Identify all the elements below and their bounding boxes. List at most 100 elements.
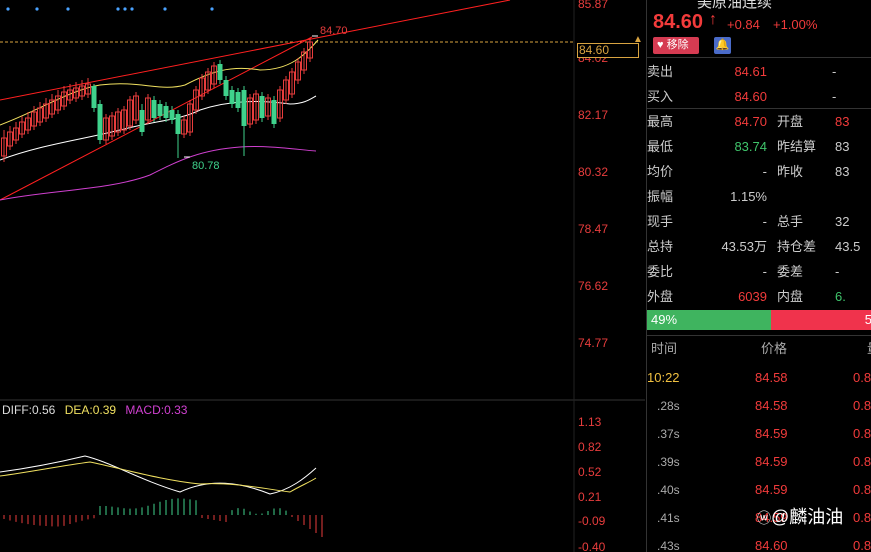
tick-time: .40s (657, 483, 680, 497)
ask-row: 卖出 84.61 - (647, 59, 871, 84)
stat-label: 持仓差 (777, 239, 817, 254)
bid-price: 84.60 (734, 89, 767, 104)
tick-row: .43s 84.60 0.8 (647, 532, 871, 552)
candle-body (163, 106, 169, 118)
up-arrow-icon: ↑ (709, 11, 717, 28)
stats-row: 外盘 6039 内盘 6. (647, 284, 871, 309)
stat-value: 6. (835, 289, 846, 304)
candle-body (7, 131, 13, 147)
instrument-title: 美原油连续 (697, 0, 773, 11)
ticks-header-time: 时间 (651, 341, 678, 356)
candle-body (85, 83, 91, 95)
candle-body (43, 103, 49, 119)
candle-body (295, 61, 301, 81)
lower-trendline (0, 36, 313, 201)
ticks-header: 时间 价格 量 (647, 336, 871, 362)
stat-value: 43.5 (835, 239, 861, 254)
signal-dot (163, 7, 167, 11)
candle-body (169, 110, 175, 120)
price-change-percent: +1.00% (773, 17, 818, 32)
tick-time: .41s (657, 511, 680, 525)
stat-label: 均价 (647, 164, 674, 179)
candle-body (67, 89, 73, 101)
candle-body (91, 86, 97, 108)
candle-body (139, 110, 145, 132)
stat-label: 昨结算 (777, 139, 817, 154)
low-marker-label: 80.78 (192, 160, 220, 172)
candle-body (241, 90, 247, 126)
stat-value: 83 (835, 164, 850, 179)
tick-price: 84.59 (755, 482, 788, 497)
candle-body (61, 91, 67, 107)
tick-volume: 0.8 (853, 398, 871, 413)
candle-body (289, 71, 295, 95)
tick-time: .39s (657, 455, 680, 469)
tick-row: .28s 84.58 0.8 (647, 392, 871, 420)
remove-watchlist-button[interactable]: ♥ 移除 (653, 37, 699, 54)
candle-body (235, 92, 241, 108)
stat-label: 外盘 (647, 289, 674, 304)
buy-ratio: 49% (647, 310, 771, 330)
price-marker-arrow-icon: ▲ (633, 34, 643, 45)
y-axis-label: 74.77 (578, 336, 608, 350)
kline-chart[interactable]: 85.8784.0282.1780.3278.4776.6274.771.130… (0, 0, 645, 552)
tick-row: 10:22 84.58 0.8 (647, 364, 871, 392)
stat-value: 84.70 (734, 114, 767, 129)
signal-dot (123, 7, 127, 11)
ticks-header-volume: 量 (867, 336, 871, 362)
y-axis-label: 80.32 (578, 165, 608, 179)
macd-axis-label: 0.52 (578, 465, 602, 479)
kline-chart-area[interactable]: 85.87 84.02 82.17 80.32 78.47 76.62 74.77 1.13 0… (0, 0, 645, 552)
ma-magenta-line (0, 146, 317, 201)
candle-body (181, 119, 187, 135)
tick-price: 84.60 (755, 538, 788, 552)
stat-value: 6039 (738, 289, 767, 304)
tick-time: .43s (657, 539, 680, 552)
macd-diff-label: DIFF:0.56 (2, 403, 56, 417)
stats-row: 现手 - 总手 32 (647, 209, 871, 234)
candle-body (115, 111, 121, 133)
ma-white-line (0, 95, 317, 161)
watermark-text: @麟油油 (771, 507, 844, 527)
current-price-tag: 84.60 (577, 43, 639, 58)
candle-body (211, 65, 217, 85)
candle-body (283, 79, 289, 101)
bell-icon[interactable]: 🔔 (714, 37, 731, 54)
tick-row: .41s 84.59 0.8 (647, 504, 871, 532)
tick-time: .37s (657, 427, 680, 441)
quote-panel: 美原油连续 84.60 ↑ +0.84 +1.00% ♥ 移除 🔔 卖出 84.… (646, 0, 871, 552)
stat-value: - (762, 264, 767, 279)
high-marker-label: 84.70 (320, 25, 348, 37)
bid-row: 买入 84.60 - (647, 84, 871, 109)
candle-body (247, 97, 253, 125)
tick-volume: 0.8 (853, 482, 871, 497)
stats-row: 最低 83.74 昨结算 83 (647, 134, 871, 159)
candle-body (37, 107, 43, 123)
candle-body (265, 97, 271, 117)
candle-body (13, 127, 19, 141)
stat-value: 83.74 (734, 139, 767, 154)
macd-value-label: MACD:0.33 (125, 403, 188, 417)
tick-volume: 0.8 (853, 426, 871, 441)
stat-label: 开盘 (777, 114, 804, 129)
quote-header: 美原油连续 84.60 ↑ +0.84 +1.00% ♥ 移除 🔔 (647, 0, 871, 58)
candle-body (151, 100, 157, 118)
macd-dea-label: DEA:0.39 (64, 403, 117, 417)
stat-label: 最高 (647, 114, 674, 129)
candle-body (79, 85, 85, 97)
ticks-header-price: 价格 (761, 341, 788, 356)
stat-value: - (762, 214, 767, 229)
stat-value: 83 (835, 114, 850, 129)
signal-dot (130, 7, 134, 11)
stat-label: 最低 (647, 139, 674, 154)
candle-body (229, 90, 235, 104)
tick-volume: 0.8 (853, 510, 871, 525)
stat-label: 总手 (777, 214, 804, 229)
stat-label: 昨收 (777, 164, 804, 179)
tick-volume: 0.8 (853, 454, 871, 469)
macd-axis-label: -0.40 (578, 540, 606, 552)
macd-axis-label: 0.21 (578, 490, 602, 504)
remove-label: 移除 (666, 39, 689, 51)
bid-label: 买入 (647, 89, 674, 104)
macd-axis-label: 1.13 (578, 415, 602, 429)
